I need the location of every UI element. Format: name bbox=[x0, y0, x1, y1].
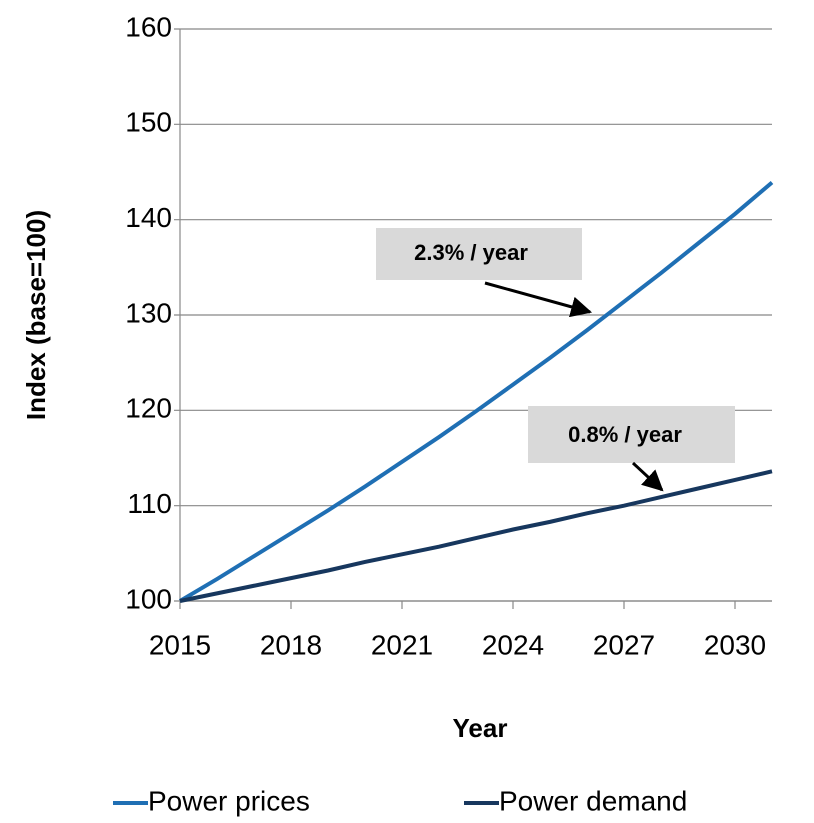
y-tick-label: 130 bbox=[125, 297, 172, 328]
y-tick-label: 140 bbox=[125, 202, 172, 233]
legend-label: Power demand bbox=[499, 785, 687, 816]
x-tick-label: 2018 bbox=[260, 629, 322, 660]
annotation-arrow bbox=[484, 281, 593, 318]
legend-label: Power prices bbox=[148, 785, 310, 816]
annotation-box bbox=[528, 406, 735, 463]
series-line bbox=[178, 180, 774, 603]
y-tick-label: 100 bbox=[125, 583, 172, 614]
y-tick-label: 160 bbox=[125, 11, 172, 42]
series-line bbox=[179, 469, 773, 603]
annotation: 0.8% / year bbox=[568, 422, 682, 447]
y-tick-label: 120 bbox=[125, 393, 172, 424]
y-axis-title: Index (base=100) bbox=[21, 210, 51, 420]
y-tick-label: 110 bbox=[127, 488, 172, 519]
x-axis-title: Year bbox=[453, 713, 508, 743]
x-tick-label: 2030 bbox=[704, 629, 766, 660]
x-tick-label: 2024 bbox=[482, 629, 544, 660]
x-tick-label: 2027 bbox=[593, 629, 655, 660]
y-tick-label: 150 bbox=[125, 107, 172, 138]
annotation-box bbox=[376, 228, 582, 280]
annotation-arrow bbox=[631, 461, 664, 492]
x-tick-label: 2021 bbox=[371, 629, 433, 660]
annotation: 2.3% / year bbox=[414, 240, 528, 265]
x-tick-label: 2015 bbox=[149, 629, 211, 660]
